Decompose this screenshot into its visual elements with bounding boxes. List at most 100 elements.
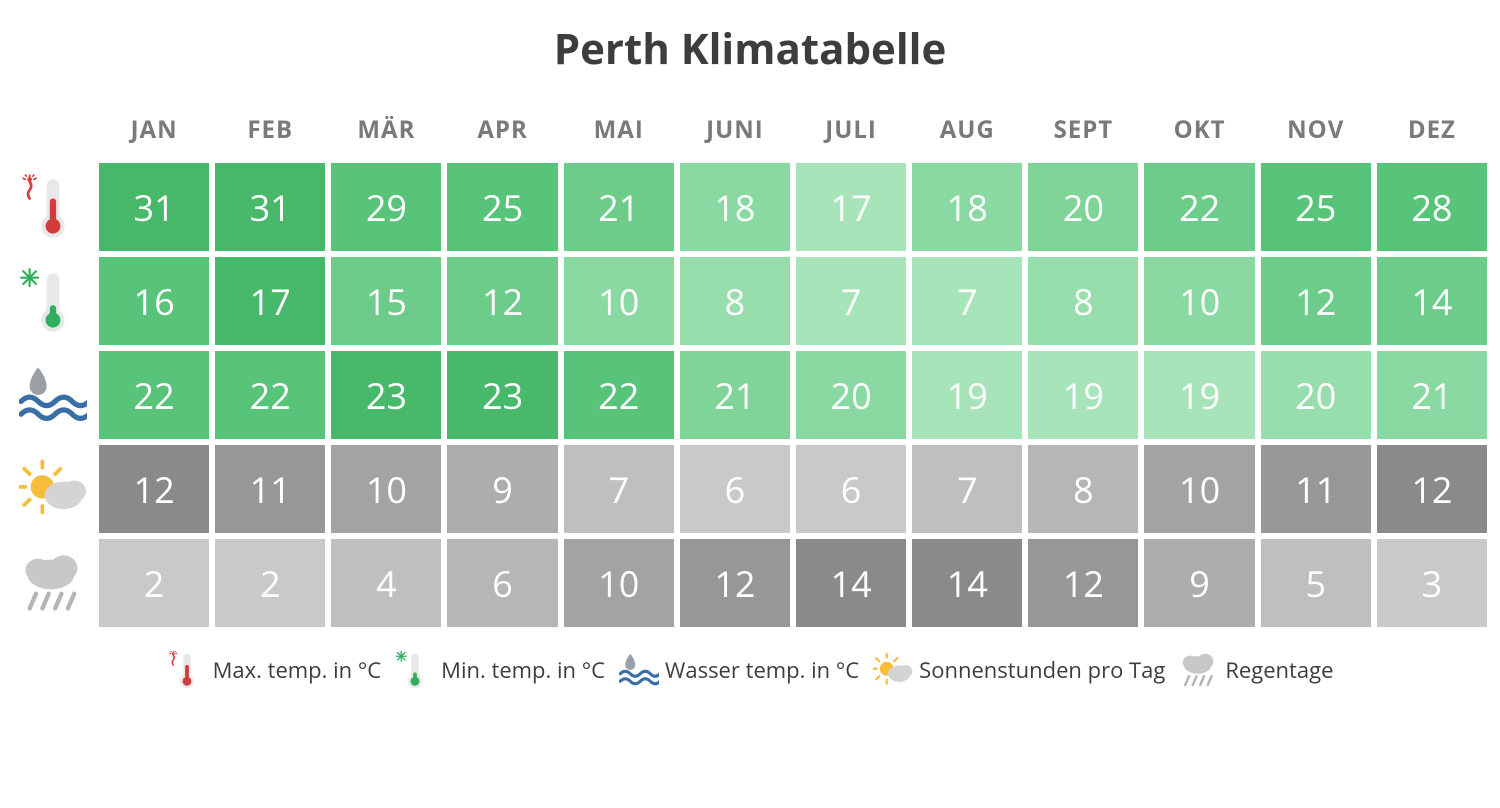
rain-icon (19, 549, 87, 617)
cell-min_temp: 17 (212, 254, 328, 348)
month-header: APR (444, 105, 560, 160)
cell-min_temp: 7 (909, 254, 1025, 348)
cell-rain_days: 2 (212, 536, 328, 630)
cell-rain_days: 4 (328, 536, 444, 630)
cell-rain_days: 12 (677, 536, 793, 630)
cell-sun_hours: 11 (1258, 442, 1374, 536)
row-icon-sun_hours (10, 442, 96, 536)
cell-rain_days: 5 (1258, 536, 1374, 630)
cell-water_temp: 20 (1258, 348, 1374, 442)
water-temp-icon (19, 361, 87, 429)
legend-label: Max. temp. in °C (213, 655, 382, 685)
legend-item-sun_hours: Sonnenstunden pro Tag (873, 650, 1165, 690)
sun-icon (19, 455, 87, 523)
water-temp-icon (619, 650, 659, 690)
cell-water_temp: 20 (793, 348, 909, 442)
cell-sun_hours: 8 (1025, 442, 1141, 536)
cell-min_temp: 12 (444, 254, 560, 348)
cell-water_temp: 19 (909, 348, 1025, 442)
cell-sun_hours: 11 (212, 442, 328, 536)
legend-item-rain_days: Regentage (1179, 650, 1333, 690)
cell-max_temp: 17 (793, 160, 909, 254)
rain-icon (1179, 650, 1219, 690)
month-header: JAN (96, 105, 212, 160)
row-icon-max_temp (10, 160, 96, 254)
cell-rain_days: 14 (793, 536, 909, 630)
cell-water_temp: 21 (677, 348, 793, 442)
month-header: DEZ (1374, 105, 1490, 160)
month-header: FEB (212, 105, 328, 160)
cell-water_temp: 23 (328, 348, 444, 442)
legend: Max. temp. in °C Min. temp. in °C Wasser t… (10, 650, 1490, 690)
legend-item-water_temp: Wasser temp. in °C (619, 650, 859, 690)
cell-sun_hours: 6 (677, 442, 793, 536)
cell-max_temp: 25 (1258, 160, 1374, 254)
cell-max_temp: 18 (909, 160, 1025, 254)
cell-water_temp: 21 (1374, 348, 1490, 442)
legend-item-max_temp: Max. temp. in °C (167, 650, 382, 690)
cell-max_temp: 25 (444, 160, 560, 254)
cell-min_temp: 12 (1258, 254, 1374, 348)
thermometer-hot-icon (19, 173, 87, 241)
cell-min_temp: 8 (677, 254, 793, 348)
cell-sun_hours: 10 (1141, 442, 1257, 536)
legend-label: Sonnenstunden pro Tag (919, 655, 1165, 685)
thermometer-cold-icon (395, 650, 435, 690)
cell-water_temp: 22 (561, 348, 677, 442)
cell-water_temp: 23 (444, 348, 560, 442)
cell-sun_hours: 7 (561, 442, 677, 536)
cell-sun_hours: 12 (96, 442, 212, 536)
cell-min_temp: 10 (561, 254, 677, 348)
row-icon-rain_days (10, 536, 96, 630)
cell-rain_days: 2 (96, 536, 212, 630)
month-header: MÄR (328, 105, 444, 160)
month-header: JULI (793, 105, 909, 160)
cell-min_temp: 10 (1141, 254, 1257, 348)
month-header: SEPT (1025, 105, 1141, 160)
cell-max_temp: 31 (212, 160, 328, 254)
month-header: NOV (1258, 105, 1374, 160)
thermometer-cold-icon (19, 267, 87, 335)
cell-rain_days: 3 (1374, 536, 1490, 630)
cell-min_temp: 16 (96, 254, 212, 348)
sun-icon (873, 650, 913, 690)
cell-sun_hours: 6 (793, 442, 909, 536)
cell-rain_days: 9 (1141, 536, 1257, 630)
cell-max_temp: 31 (96, 160, 212, 254)
cell-sun_hours: 9 (444, 442, 560, 536)
cell-sun_hours: 12 (1374, 442, 1490, 536)
legend-label: Wasser temp. in °C (665, 655, 859, 685)
cell-max_temp: 20 (1025, 160, 1141, 254)
cell-max_temp: 22 (1141, 160, 1257, 254)
legend-label: Regentage (1225, 655, 1333, 685)
cell-min_temp: 7 (793, 254, 909, 348)
cell-max_temp: 21 (561, 160, 677, 254)
page-title: Perth Klimatabelle (10, 20, 1490, 77)
cell-rain_days: 6 (444, 536, 560, 630)
climate-table: JANFEBMÄRAPRMAIJUNIJULIAUGSEPTOKTNOVDEZ 3… (10, 105, 1490, 630)
legend-label: Min. temp. in °C (441, 655, 605, 685)
cell-min_temp: 15 (328, 254, 444, 348)
month-header: JUNI (677, 105, 793, 160)
row-icon-water_temp (10, 348, 96, 442)
cell-min_temp: 8 (1025, 254, 1141, 348)
legend-item-min_temp: Min. temp. in °C (395, 650, 605, 690)
cell-max_temp: 28 (1374, 160, 1490, 254)
cell-sun_hours: 7 (909, 442, 1025, 536)
month-header: OKT (1141, 105, 1257, 160)
cell-max_temp: 18 (677, 160, 793, 254)
cell-water_temp: 22 (212, 348, 328, 442)
cell-water_temp: 22 (96, 348, 212, 442)
cell-rain_days: 14 (909, 536, 1025, 630)
month-header: AUG (909, 105, 1025, 160)
cell-sun_hours: 10 (328, 442, 444, 536)
cell-water_temp: 19 (1141, 348, 1257, 442)
cell-rain_days: 12 (1025, 536, 1141, 630)
cell-water_temp: 19 (1025, 348, 1141, 442)
cell-max_temp: 29 (328, 160, 444, 254)
thermometer-hot-icon (167, 650, 207, 690)
cell-rain_days: 10 (561, 536, 677, 630)
table-corner (10, 105, 96, 160)
month-header: MAI (561, 105, 677, 160)
cell-min_temp: 14 (1374, 254, 1490, 348)
